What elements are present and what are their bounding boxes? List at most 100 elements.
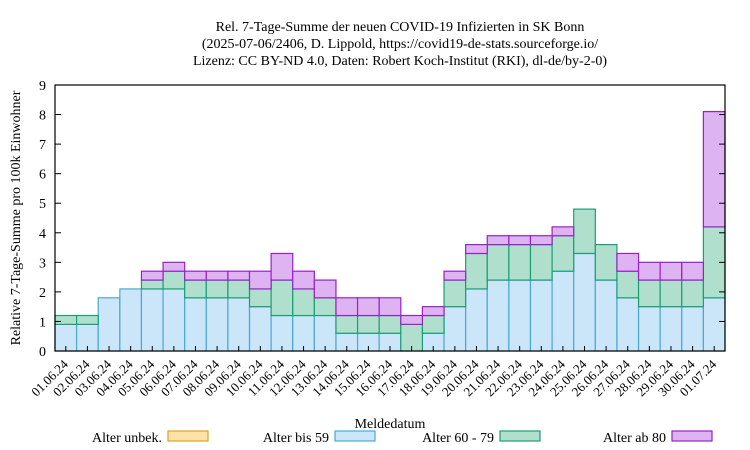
chart-title: Rel. 7-Tage-Summe der neuen COVID-19 Inf… — [193, 20, 607, 69]
bar-segment-2-15 — [378, 314, 402, 334]
bar-segment-1-27 — [637, 306, 661, 352]
bar-segment-1-12 — [313, 314, 337, 352]
bar-segment-2-20 — [486, 244, 510, 281]
legend-label-3: Alter ab 80 — [603, 431, 666, 446]
bar-segment-2-5 — [162, 270, 186, 290]
bar-segment-1-25 — [594, 279, 618, 352]
bar-segment-3-13 — [335, 297, 359, 317]
bar-segment-3-16 — [400, 314, 424, 325]
bar-segment-3-29 — [681, 261, 704, 281]
legend-swatch-1 — [334, 430, 376, 442]
bar-segment-2-28 — [659, 279, 683, 308]
bar-segment-3-9 — [248, 270, 272, 290]
bar-segment-1-28 — [659, 306, 683, 352]
bar-segment-2-12 — [313, 297, 337, 317]
bar-segment-1-9 — [248, 306, 272, 352]
bar-segment-1-7 — [205, 297, 229, 352]
y-tick-label: 2 — [39, 286, 46, 301]
bar-segment-2-4 — [140, 279, 164, 290]
bar-segment-1-21 — [508, 279, 532, 352]
bar-segment-3-15 — [378, 297, 402, 317]
bar-segment-3-4 — [140, 270, 164, 281]
legend-label-1: Alter bis 59 — [263, 431, 329, 446]
bar-segment-1-30 — [702, 297, 726, 352]
y-axis-label: Relative 7-Tage-Summe pro 100k Einwohner — [9, 90, 24, 345]
legend-label-2: Alter 60 - 79 — [422, 431, 494, 446]
bar-segment-2-21 — [508, 244, 532, 281]
y-tick-label: 8 — [39, 109, 46, 124]
bar-segment-2-14 — [356, 314, 380, 334]
x-axis-label: Meldedatum — [355, 417, 426, 432]
bar-segment-3-14 — [356, 297, 380, 317]
bar-segment-2-26 — [616, 270, 640, 299]
bar-segment-3-7 — [205, 270, 229, 281]
bar-segment-3-19 — [465, 244, 488, 255]
bar-segment-1-5 — [162, 288, 186, 352]
bar-segment-2-23 — [551, 235, 575, 272]
bar-segment-1-18 — [443, 306, 467, 352]
title-line-2: (2025-07-06/2406, D. Lippold, https://co… — [202, 37, 598, 52]
x-axis: 01.06.2402.06.2403.06.2404.06.2405.06.24… — [28, 346, 720, 399]
bar-segment-3-11 — [292, 270, 315, 290]
bar-segment-3-21 — [508, 235, 532, 246]
bar-segment-3-20 — [486, 235, 510, 246]
bar-segment-3-23 — [551, 226, 575, 237]
bar-segment-2-13 — [335, 314, 359, 334]
bars-layer — [54, 110, 726, 352]
bar-segment-1-2 — [97, 297, 121, 352]
bar-segment-2-25 — [594, 244, 618, 281]
bar-segment-2-29 — [681, 279, 704, 308]
y-tick-label: 4 — [39, 227, 46, 242]
y-tick-label: 3 — [39, 256, 46, 271]
bar-segment-1-10 — [270, 314, 294, 352]
bar-segment-3-30 — [702, 110, 726, 228]
y-tick-label: 0 — [39, 345, 46, 360]
bar-segment-2-19 — [465, 252, 488, 290]
bar-segment-1-19 — [465, 288, 488, 352]
bar-segment-3-5 — [162, 261, 186, 272]
legend-swatch-0 — [167, 430, 209, 442]
bar-segment-2-0 — [54, 314, 78, 325]
y-axis: 0 1 2 3 4 5 6 7 8 9 — [39, 79, 725, 360]
bar-segment-1-6 — [184, 297, 207, 352]
y-tick-label: 7 — [39, 138, 46, 153]
title-line-1: Rel. 7-Tage-Summe der neuen COVID-19 Inf… — [216, 20, 585, 35]
bar-segment-2-8 — [227, 279, 251, 299]
bar-segment-3-22 — [529, 235, 553, 246]
bar-segment-1-23 — [551, 270, 575, 352]
bar-segment-3-26 — [616, 252, 640, 272]
y-tick-label: 5 — [39, 197, 46, 212]
bar-segment-3-17 — [421, 306, 445, 317]
bar-segment-3-8 — [227, 270, 251, 281]
y-tick-label: 1 — [39, 315, 46, 330]
bar-segment-1-4 — [140, 288, 164, 352]
bar-segment-2-1 — [76, 314, 99, 325]
legend-swatch-3 — [671, 430, 713, 442]
bar-segment-2-18 — [443, 279, 467, 308]
bar-segment-3-28 — [659, 261, 683, 281]
bar-segment-1-22 — [529, 279, 553, 352]
legend-swatch-2 — [499, 430, 541, 442]
bar-segment-1-24 — [573, 252, 596, 352]
bar-segment-2-27 — [637, 279, 661, 308]
bar-segment-2-6 — [184, 279, 207, 299]
bar-segment-3-27 — [637, 261, 661, 281]
bar-segment-1-3 — [119, 288, 143, 352]
bar-segment-1-26 — [616, 297, 640, 352]
legend: Alter unbek. Alter bis 59 Alter 60 - 79 Alt… — [92, 430, 713, 446]
bar-segment-2-9 — [248, 288, 272, 308]
bar-segment-1-20 — [486, 279, 510, 352]
bar-segment-2-17 — [421, 314, 445, 334]
bar-segment-1-29 — [681, 306, 704, 352]
y-tick-label: 6 — [39, 168, 46, 183]
bar-segment-3-12 — [313, 279, 337, 299]
bar-segment-3-6 — [184, 270, 207, 281]
bar-segment-2-22 — [529, 244, 553, 281]
bar-segment-2-10 — [270, 279, 294, 317]
bar-segment-2-24 — [573, 208, 596, 255]
bar-segment-2-7 — [205, 279, 229, 299]
title-line-3: Lizenz: CC BY-ND 4.0, Daten: Robert Koch… — [193, 54, 607, 69]
bar-segment-2-11 — [292, 288, 315, 317]
bar-segment-1-11 — [292, 314, 315, 352]
